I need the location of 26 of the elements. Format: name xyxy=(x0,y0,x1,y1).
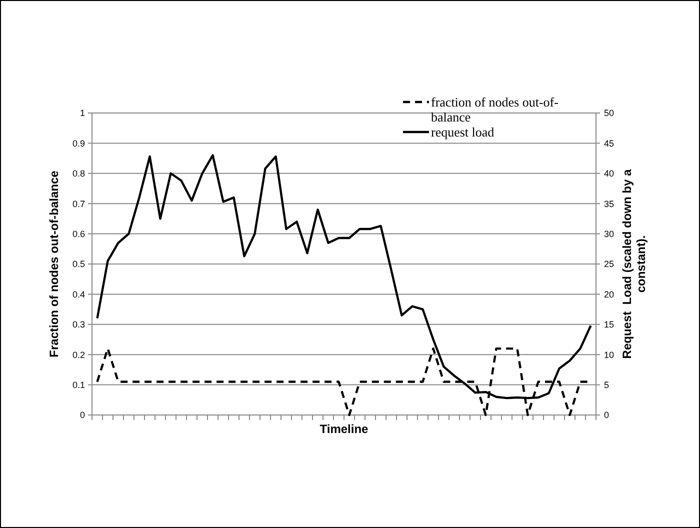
y2-tick-label: 15 xyxy=(604,320,614,330)
y2-tick-label: 20 xyxy=(604,289,614,300)
y2-tick-label: 40 xyxy=(604,168,614,179)
y-tick-label: 0.9 xyxy=(72,138,85,148)
y-tick-label: 0.3 xyxy=(72,320,85,330)
y2-axis-title: Request Load (scaled down by a constant). xyxy=(620,168,648,359)
y-tick-label: 0.4 xyxy=(72,289,85,300)
y-tick-label: 0.1 xyxy=(72,380,85,390)
y-tick-label: 0 xyxy=(80,410,85,420)
y-axis-title: Fraction of nodes out-of-balance xyxy=(47,170,61,358)
y-tick-label: 0.7 xyxy=(72,198,85,209)
y2-tick-label: 25 xyxy=(604,259,614,270)
x-axis-title: Timeline xyxy=(320,422,369,436)
y2-tick-label: 35 xyxy=(604,198,614,209)
legend-label: request load xyxy=(431,124,495,140)
y2-tick-label: 5 xyxy=(604,380,610,390)
y-tick-label: 0.5 xyxy=(72,259,85,270)
y-tick-label: 1 xyxy=(80,108,85,118)
y-tick-label: 0.8 xyxy=(72,168,85,179)
y2-tick-label: 50 xyxy=(604,108,614,118)
y-tick-label: 0.6 xyxy=(72,228,85,239)
y2-tick-label: 45 xyxy=(604,138,614,148)
y-tick-label: 0.2 xyxy=(72,350,85,360)
y2-tick-label: 0 xyxy=(604,410,610,420)
y2-tick-label: 30 xyxy=(604,228,614,239)
y2-tick-label: 10 xyxy=(604,350,614,360)
